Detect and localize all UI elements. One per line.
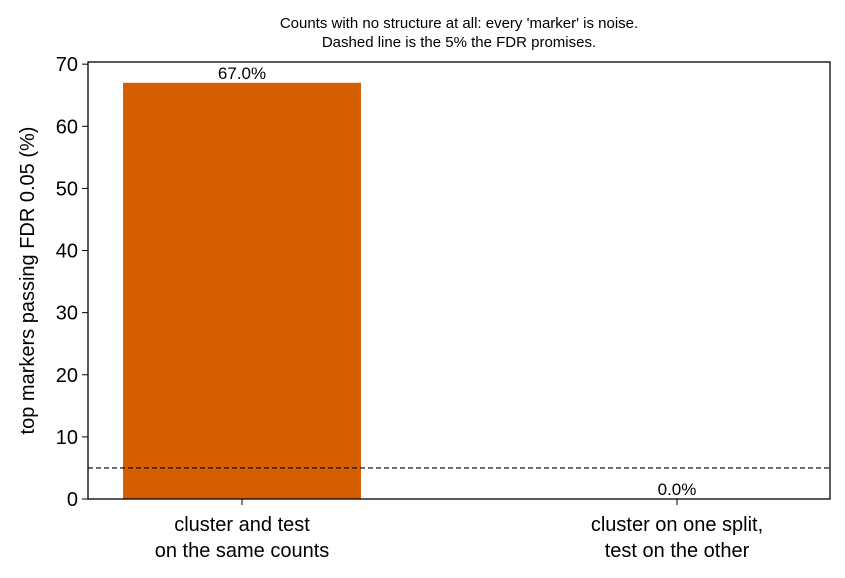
y-axis-label: top markers passing FDR 0.05 (%) <box>17 127 39 435</box>
x-tick-label: cluster on one split, test on the other <box>591 514 763 562</box>
value-label: 67.0% <box>218 64 266 83</box>
y-tick-label: 40 <box>56 241 78 263</box>
y-tick-label: 20 <box>56 365 78 387</box>
plot-frame <box>87 61 831 500</box>
bar <box>123 82 361 500</box>
chart-title: Counts with no structure at all: every '… <box>280 15 638 51</box>
y-tick-label: 0 <box>67 489 78 511</box>
y-tick-label: 60 <box>56 116 78 138</box>
y-tick-label: 70 <box>56 54 78 76</box>
y-tick-label: 50 <box>56 178 78 200</box>
x-tick-label: cluster and test on the same counts <box>155 514 330 562</box>
value-label: 0.0% <box>658 480 697 499</box>
y-tick-label: 30 <box>56 303 78 325</box>
y-tick-label: 10 <box>56 427 78 449</box>
